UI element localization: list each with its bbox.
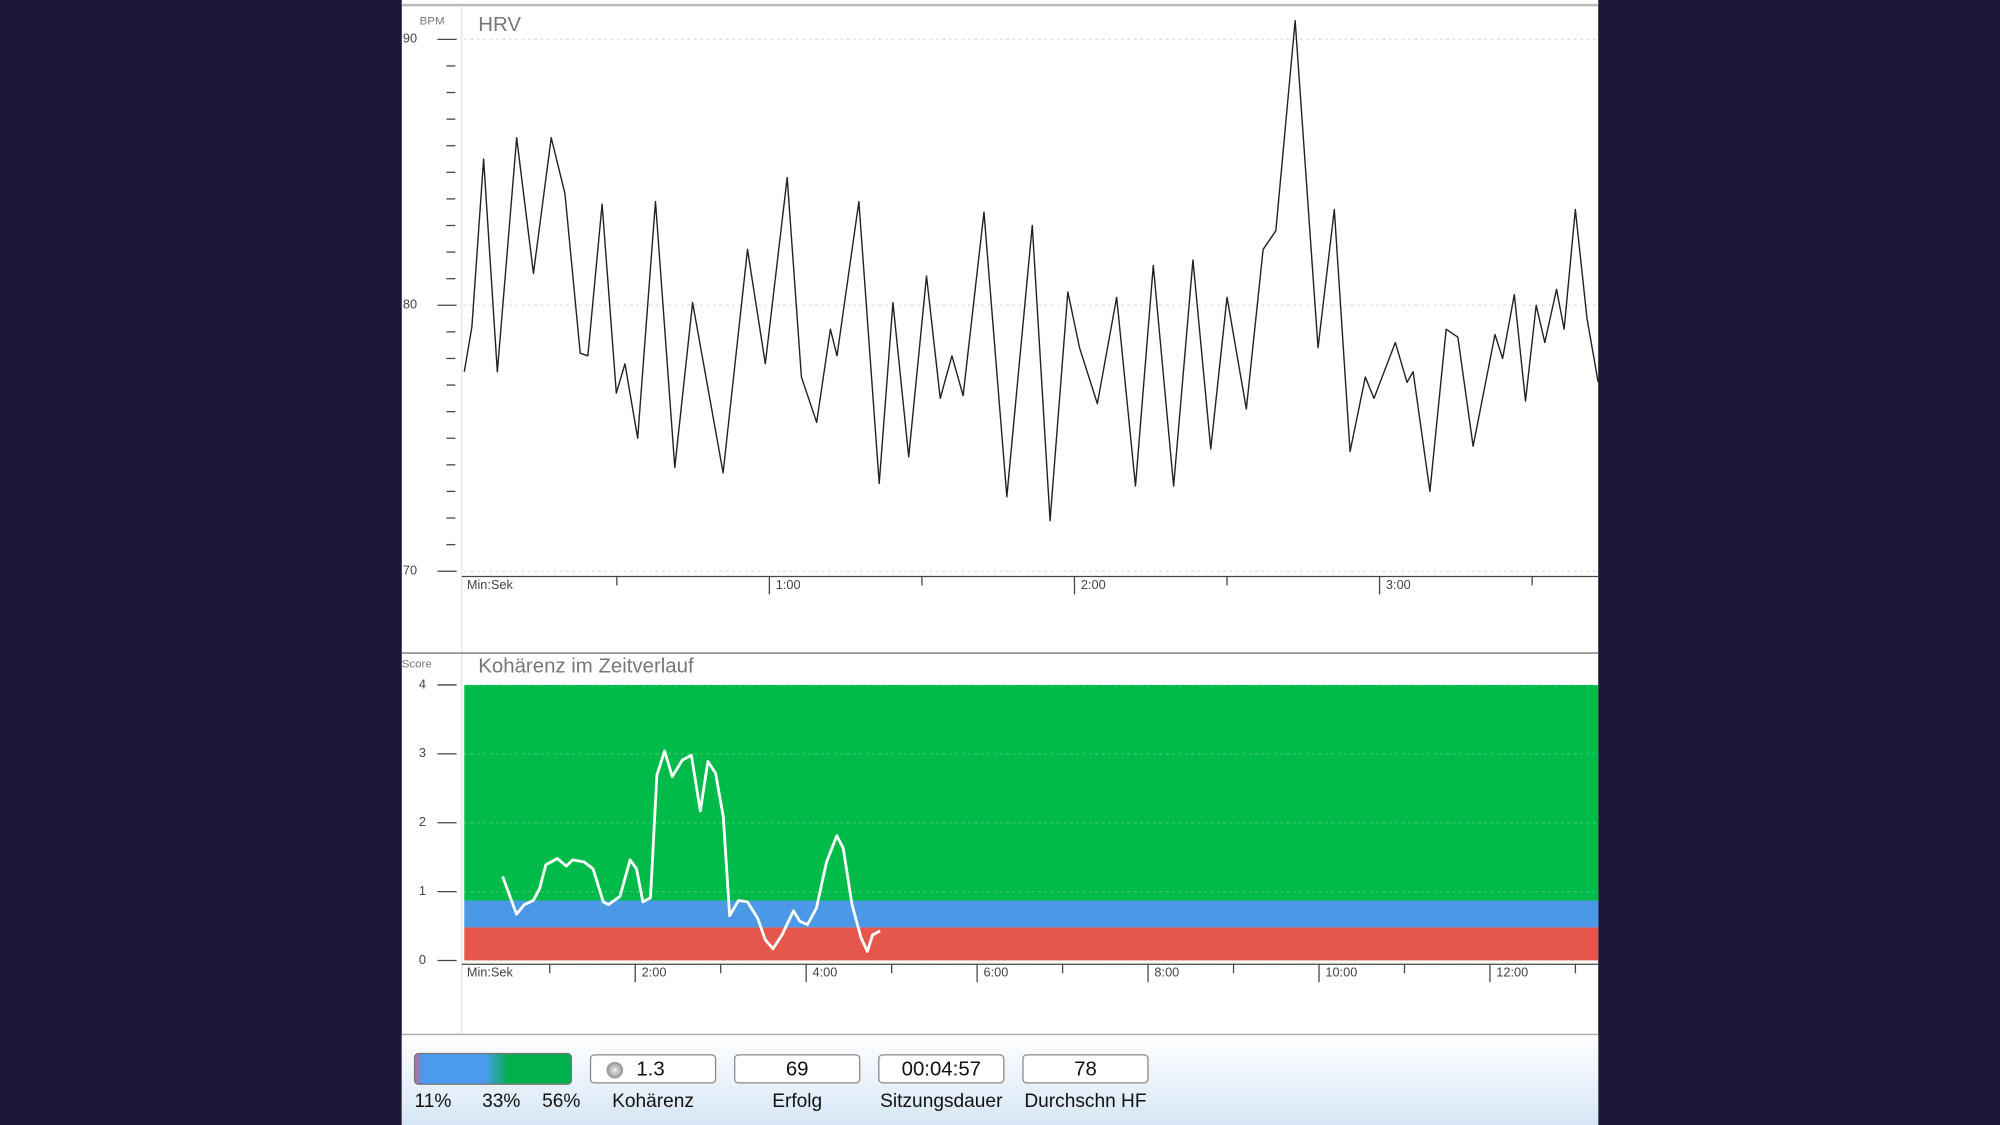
y-tick-label: 4 <box>419 676 426 691</box>
field-value: 69 <box>786 1059 809 1081</box>
x-tick-label: 8:00 <box>1154 965 1179 980</box>
field-box <box>1022 1054 1149 1084</box>
x-axis-label: Min:Sek <box>467 577 514 592</box>
zone-band <box>464 927 1599 961</box>
field-label: Kohärenz <box>612 1091 694 1112</box>
chart-title: HRV <box>478 14 521 36</box>
zone-band <box>464 900 1599 928</box>
field-box <box>878 1054 1005 1084</box>
x-tick-label: 1:00 <box>776 577 801 592</box>
field-label: Sitzungsdauer <box>880 1091 1003 1112</box>
chart-title: Kohärenz im Zeitverlauf <box>478 655 694 677</box>
x-axis-label: Min:Sek <box>467 965 514 980</box>
zone-share: 33% <box>482 1091 520 1112</box>
field-value: 78 <box>1074 1059 1097 1081</box>
field: 78 Durchschn HF <box>1022 1054 1149 1112</box>
y-axis-unit: Score <box>402 659 432 671</box>
chart: HRV BPM 70 80 90 Min:Sek 1:00 2:00 3:00 <box>403 14 1599 595</box>
charts: HRV BPM 70 80 90 Min:Sek 1:00 2:00 3:00 Kohärenz … <box>402 14 1599 983</box>
x-tick-label: 3:00 <box>1386 577 1411 592</box>
field-label: Erfolg <box>772 1091 822 1112</box>
y-tick-label: 90 <box>403 31 417 46</box>
field: 1.3 Kohärenz <box>589 1054 717 1112</box>
field-label: Durchschn HF <box>1024 1091 1146 1112</box>
chart: Kohärenz im Zeitverlauf Score 0 1 2 3 4 Min:Sek… <box>402 655 1599 983</box>
y-tick-label: 70 <box>403 563 417 578</box>
status-icon <box>606 1061 624 1079</box>
x-tick-label: 12:00 <box>1496 965 1528 980</box>
zone-share: 11% <box>415 1091 452 1112</box>
data-line <box>463 20 1599 522</box>
zone-bar <box>413 1052 573 1085</box>
y-tick-label: 0 <box>419 952 426 967</box>
field-value: 1.3 <box>636 1059 664 1081</box>
field-box <box>734 1054 861 1084</box>
field-value: 00:04:57 <box>902 1059 981 1081</box>
x-tick-label: 4:00 <box>813 965 838 980</box>
y-tick-label: 3 <box>419 745 426 760</box>
data-line <box>501 749 881 953</box>
y-tick-label: 2 <box>419 814 426 829</box>
zone-share: 56% <box>542 1091 580 1112</box>
field: 00:04:57 Sitzungsdauer <box>878 1054 1005 1112</box>
field-box <box>589 1054 717 1084</box>
y-tick-label: 80 <box>403 297 417 312</box>
x-tick-label: 2:00 <box>1081 577 1106 592</box>
y-axis-unit: BPM <box>420 16 445 28</box>
x-tick-label: 6:00 <box>983 965 1008 980</box>
y-tick-label: 1 <box>419 883 426 898</box>
x-tick-label: 2:00 <box>642 965 667 980</box>
x-tick-label: 10:00 <box>1325 965 1357 980</box>
field: 69 Erfolg <box>734 1054 861 1112</box>
